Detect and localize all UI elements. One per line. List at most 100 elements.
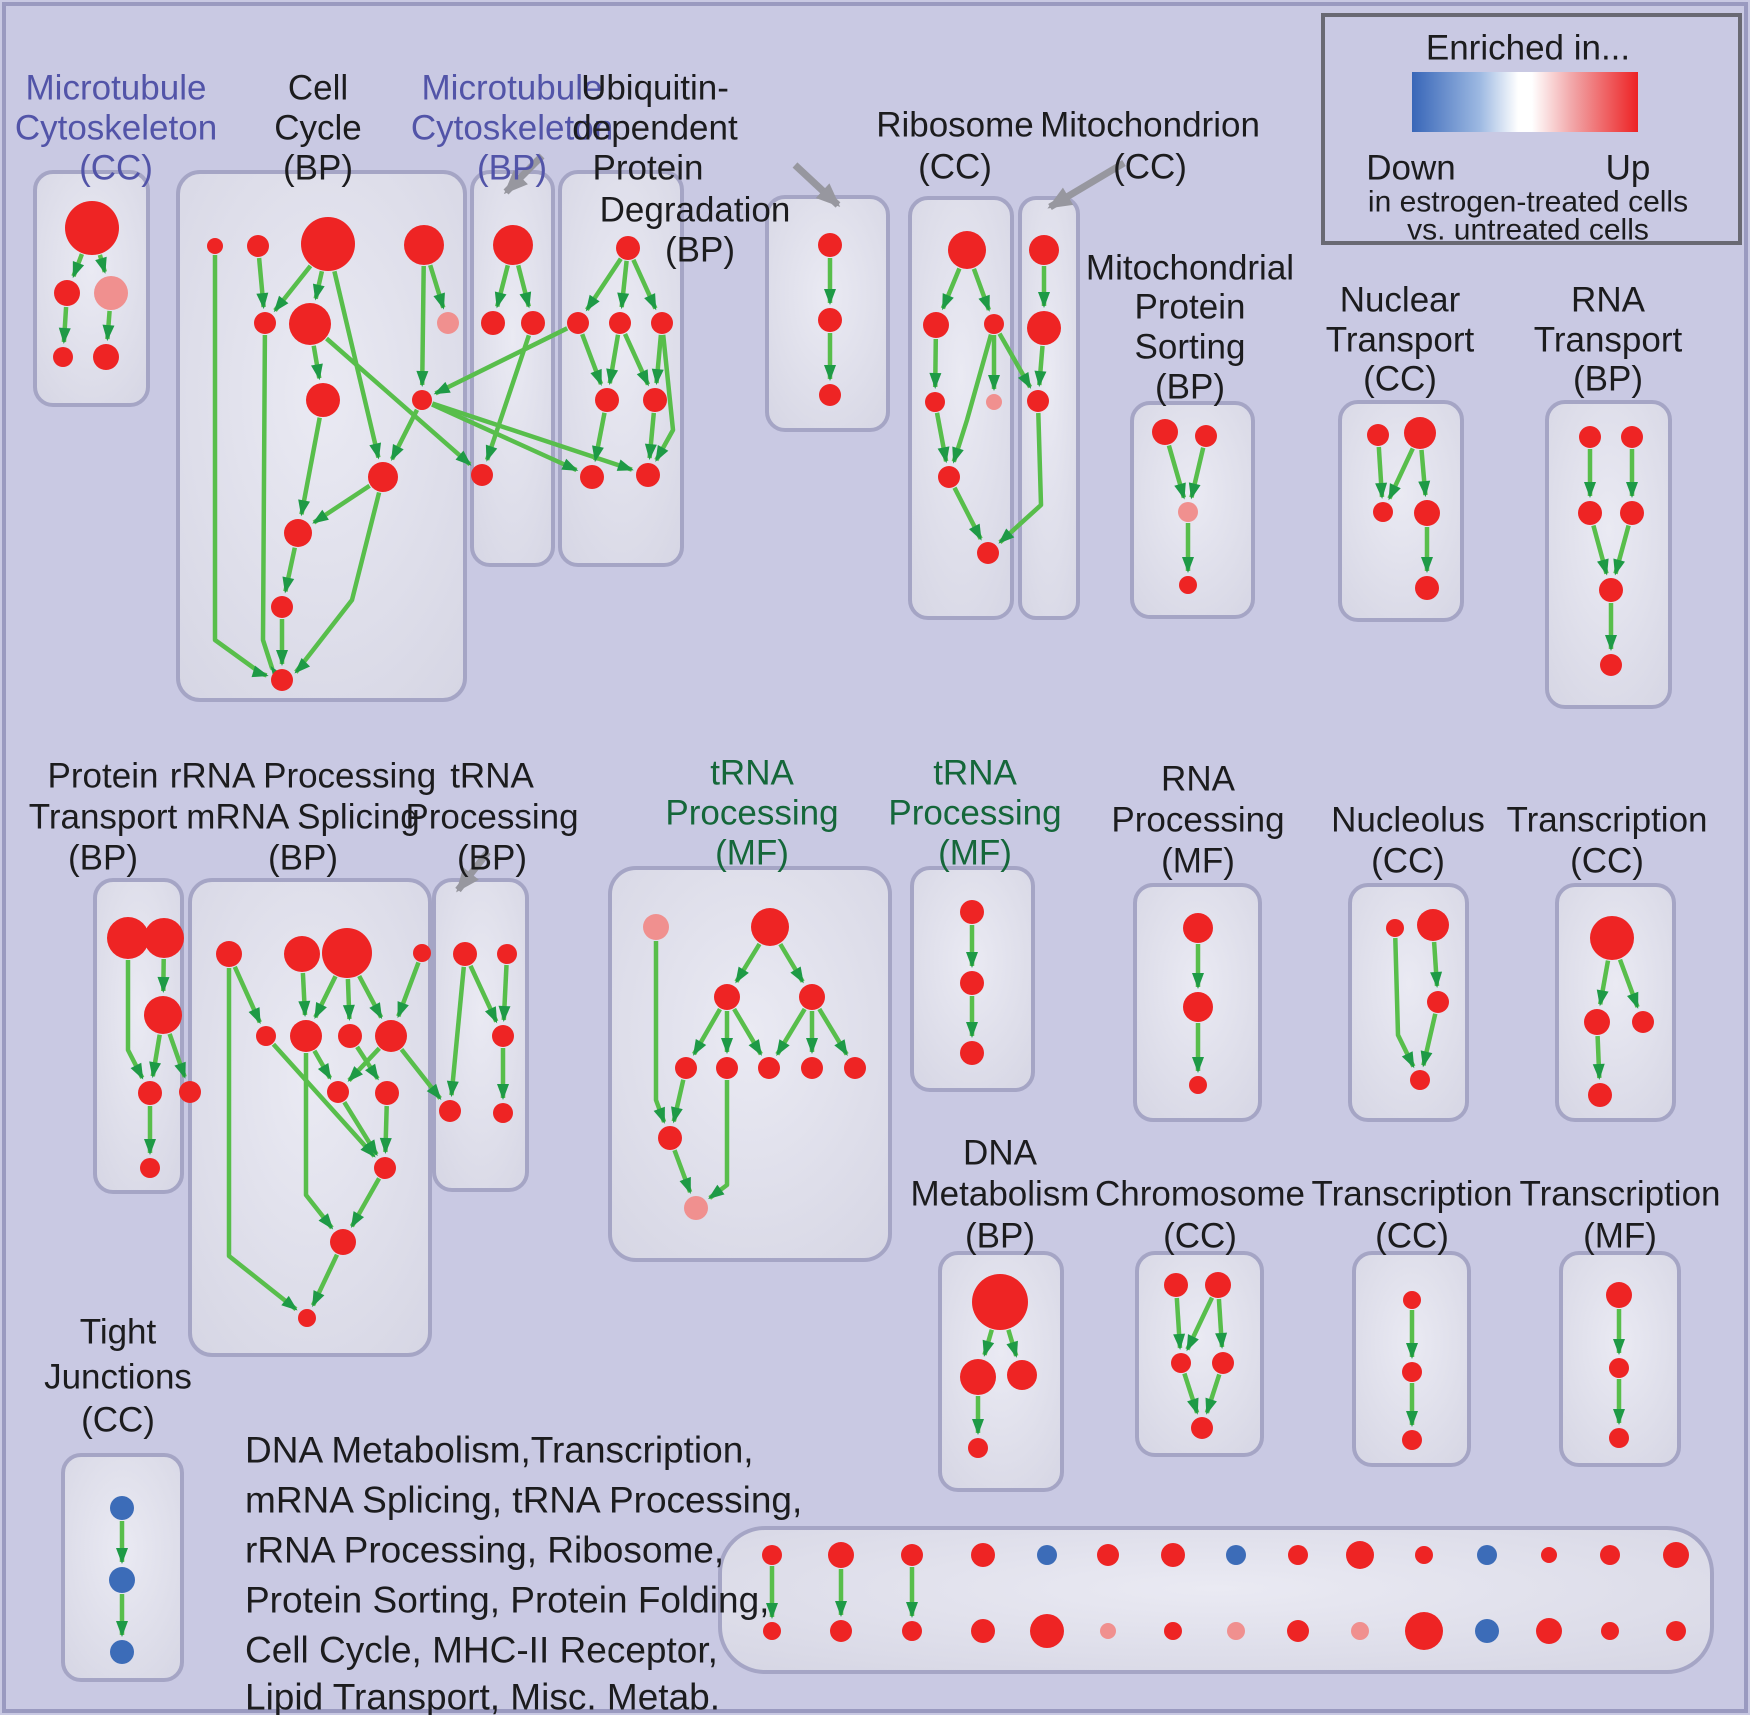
go-term-node-g3: [1189, 1076, 1207, 1094]
cluster-label-nuclear-transport-cc: (CC): [1363, 360, 1437, 399]
edge-arrow-u3-u5: [606, 334, 621, 386]
go-term-node-r13: [298, 1309, 316, 1327]
go-term-node-t5: [675, 1057, 697, 1079]
edge-arrow-r6-r12: [303, 1053, 334, 1230]
footer-note-line: Protein Sorting, Protein Folding,: [245, 1580, 769, 1621]
go-term-node-d3: [144, 996, 182, 1034]
cluster-label-trna-processing-mf-large: (MF): [715, 834, 789, 873]
edge-arrow-t4-t9: [817, 1007, 849, 1057]
edge-arrow-b11-b12: [282, 547, 297, 594]
go-term-node-t8: [801, 1057, 823, 1079]
go-term-node-s5: [1599, 578, 1623, 602]
go-term-node-w5: [986, 394, 1002, 410]
cluster-label-ubiquitin-dependent-protein-degradation-bp: Protein: [593, 149, 704, 188]
go-term-node-w2: [923, 312, 949, 338]
edge-arrow-w3-w6: [951, 333, 994, 464]
cluster-label-microtubule-cytoskeleton-cc: Cytoskeleton: [15, 109, 217, 148]
legend-subtitle-line2: vs. untreated cells: [1407, 214, 1649, 247]
edge-arrow-r3-r7: [342, 978, 355, 1021]
edge-arrow-k3-k5: [1182, 1372, 1200, 1415]
edge-arrow-q2-q3: [1387, 447, 1415, 501]
cluster-label-trna-processing-bp: (BP): [457, 839, 527, 878]
edge-arrow-s3-s5: [1591, 524, 1609, 576]
go-term-node-d5: [179, 1081, 201, 1103]
edge-arrow-i2-i4: [1592, 1035, 1605, 1080]
edge-arrow-b4-b7: [428, 264, 446, 310]
cluster-label-mitochondrial-protein-sorting-bp: (BP): [1155, 368, 1225, 407]
go-term-node-r4: [413, 944, 431, 962]
go-term-node-w3: [984, 314, 1004, 334]
edge-arrow-i1-i2: [1596, 960, 1611, 1007]
cluster-label-transcription-cc-bottom: (CC): [1375, 1217, 1449, 1256]
cluster-label-nuclear-transport-cc: Nuclear: [1340, 281, 1461, 320]
edge-arrow-b8-b11: [298, 417, 322, 517]
go-term-node-b1: [207, 238, 223, 254]
edge-arrow-w4-w6: [934, 412, 950, 464]
edge-arrow-a3-a5: [102, 310, 115, 342]
go-term-node-a2: [54, 280, 80, 306]
edge-arrow-u2-u5: [580, 333, 604, 386]
go-term-node-r2: [284, 936, 320, 972]
cluster-label-rna-transport-bp: RNA: [1571, 281, 1646, 320]
edge-arrow-r5-r11: [271, 1042, 376, 1158]
cluster-label-cell-cycle-bp: Cycle: [274, 109, 362, 148]
edge-arrow-e1-e4: [446, 966, 467, 1098]
go-term-node-a4: [53, 347, 73, 367]
go-term-node-b13: [271, 669, 293, 691]
edge-arrow-c1-c2: [494, 264, 510, 309]
go-term-node-d6: [140, 1158, 160, 1178]
go-term-node-p2: [1195, 425, 1217, 447]
ubiquitin-right-pointer-arrow-icon: [792, 162, 841, 208]
edge-arrow-b4-b9: [416, 265, 429, 387]
edge-arrow-h1-h4: [1393, 937, 1416, 1069]
edge-arrow-a1-a3: [95, 254, 107, 274]
edge-arrow-u4-u6: [651, 334, 664, 386]
go-term-node-q4: [1414, 500, 1440, 526]
go-term-node-t3: [714, 984, 740, 1010]
go-term-node-l2: [1402, 1362, 1422, 1382]
go-term-node-v2: [818, 308, 842, 332]
legend-up-label: Up: [1606, 149, 1651, 188]
edge-arrow-b6-b8: [311, 345, 323, 381]
cluster-box-ubiq1: [558, 170, 684, 567]
edge-arrow-i1-i3: [1617, 958, 1640, 1009]
edge-arrow-r6-r9: [312, 1049, 333, 1080]
edge-arrow-u1-u3: [617, 260, 630, 310]
cluster-box-nuclear-transport: [1338, 400, 1464, 622]
edge-arrow-b1-b13: [212, 255, 269, 678]
cluster-label-trna-processing-mf-large: tRNA: [710, 754, 794, 793]
cluster-label-microtubule-cytoskeleton-bp: Microtubule: [422, 69, 603, 108]
go-term-node-r6: [290, 1020, 322, 1052]
cluster-box-dna-metabolism: [938, 1251, 1064, 1492]
edge-arrow-t6-t11: [708, 1080, 730, 1200]
edge-arrow-p1-p3: [1166, 444, 1187, 500]
go-term-node-k4: [1212, 1352, 1234, 1374]
go-term-node-wt9: [1288, 1545, 1308, 1565]
ubiquitin-left-pointer-arrow-icon: [503, 153, 545, 195]
edge-arrow-t10-t11: [672, 1149, 693, 1194]
edge-arrow-r8-r9: [347, 1046, 381, 1082]
go-term-node-wt15: [1663, 1542, 1689, 1568]
go-term-node-u6: [643, 388, 667, 412]
edge-arrow-r2-r6: [298, 972, 311, 1017]
go-term-node-wb6: [1100, 1623, 1116, 1639]
edge-arrow-m3-w7: [998, 412, 1044, 544]
go-term-node-wb5: [1030, 1614, 1064, 1648]
edge-arrow-b3-b5: [273, 264, 313, 313]
go-term-node-w7: [977, 542, 999, 564]
go-term-node-h1: [1386, 919, 1404, 937]
go-term-node-r10: [375, 1081, 399, 1105]
go-term-node-i1: [1590, 916, 1634, 960]
cluster-label-nuclear-transport-cc: Transport: [1326, 321, 1475, 360]
go-term-node-p4: [1179, 576, 1197, 594]
cluster-label-transcription-mf: (MF): [1583, 1217, 1657, 1256]
go-term-node-f1: [960, 900, 984, 924]
go-term-node-wt12: [1477, 1545, 1497, 1565]
go-term-node-wb4: [971, 1619, 995, 1643]
cluster-label-microtubule-cytoskeleton-cc: (CC): [79, 149, 153, 188]
edge-arrow-b2-b5: [256, 257, 269, 310]
go-term-node-b6: [289, 303, 331, 345]
go-term-node-wt5: [1037, 1545, 1057, 1565]
edge-arrow-b6-c4: [325, 336, 472, 467]
cluster-label-microtubule-cytoskeleton-cc: Microtubule: [26, 69, 207, 108]
